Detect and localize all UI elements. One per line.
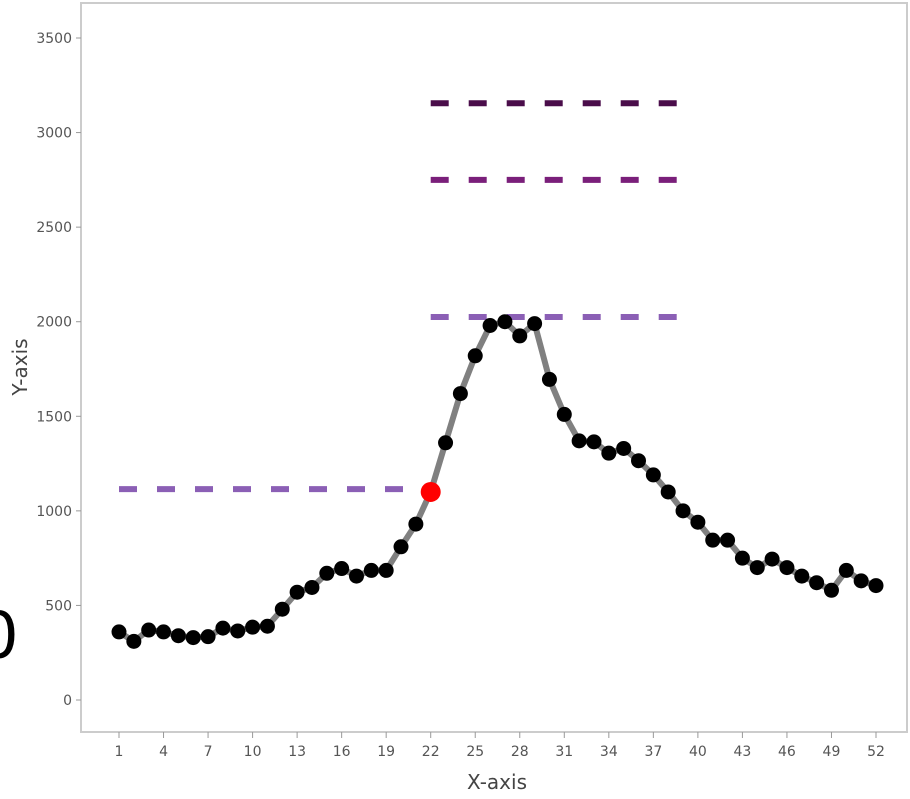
data-point: [734, 550, 750, 566]
x-axis: 1 4 7 10 13 16 19 22 25 28 31 34 37 40 43 46 49 52: [115, 732, 885, 760]
y-axis-title: Y-axis: [8, 338, 32, 396]
data-point: [378, 562, 394, 578]
data-point: [126, 633, 142, 649]
data-point: [660, 484, 676, 500]
y-tick-label: 3000: [36, 126, 72, 142]
data-point: [215, 620, 231, 636]
data-point: [586, 434, 602, 450]
data-point: [452, 386, 468, 402]
x-tick-label: 13: [288, 744, 306, 760]
x-tick-label: 49: [823, 744, 841, 760]
data-point: [393, 539, 409, 555]
data-point: [853, 573, 869, 589]
plot-frame: [80, 2, 908, 733]
x-tick-label: 19: [377, 744, 395, 760]
x-tick-label: 4: [159, 744, 168, 760]
x-tick-label: 37: [644, 744, 662, 760]
y-tick-label: 500: [45, 598, 72, 614]
data-point: [645, 467, 661, 483]
edge-glyph: 0: [0, 600, 19, 674]
data-point: [601, 445, 617, 461]
data-point: [467, 348, 483, 364]
data-point: [794, 568, 810, 584]
data-point: [823, 582, 839, 598]
data-point: [690, 514, 706, 530]
data-point: [497, 314, 513, 330]
data-point: [185, 630, 201, 646]
y-tick-label: 1000: [36, 504, 72, 520]
data-point: [156, 624, 172, 640]
data-point: [438, 435, 454, 451]
data-point: [779, 560, 795, 576]
x-tick-label: 7: [204, 744, 213, 760]
x-tick-label: 22: [422, 744, 440, 760]
data-point: [631, 453, 647, 469]
y-tick-label: 2500: [36, 220, 72, 236]
data-point: [749, 560, 765, 576]
series-line: [116, 318, 879, 645]
data-point: [230, 623, 246, 639]
data-point: [319, 565, 335, 581]
y-tick-label: 2000: [36, 315, 72, 331]
x-tick-label: 16: [333, 744, 351, 760]
data-point: [259, 618, 275, 634]
data-point: [571, 433, 587, 449]
data-point: [512, 328, 528, 344]
data-point: [289, 584, 305, 600]
data-point: [541, 371, 557, 387]
data-point: [200, 629, 216, 645]
data-point: [482, 317, 498, 333]
x-tick-label: 43: [733, 744, 751, 760]
data-point: [408, 516, 424, 532]
data-points: [111, 314, 884, 649]
y-tick-label: 3500: [36, 31, 72, 47]
data-point: [675, 503, 691, 519]
left-edge-glyphs: .0: [0, 600, 19, 674]
data-point: [838, 562, 854, 578]
data-point: [720, 532, 736, 548]
data-point: [809, 575, 825, 591]
x-tick-label: 40: [689, 744, 707, 760]
data-point: [764, 551, 780, 567]
x-tick-label: 46: [778, 744, 796, 760]
x-tick-label: 31: [555, 744, 573, 760]
y-axis: 0 500 1000 1500 2000 2500 3000 3500: [36, 31, 81, 709]
data-point: [556, 406, 572, 422]
data-point: [304, 579, 320, 595]
x-tick-label: 34: [600, 744, 618, 760]
y-tick-label: 0: [63, 693, 72, 709]
data-point: [348, 568, 364, 584]
reference-lines: [119, 100, 684, 493]
x-axis-title: X-axis: [467, 770, 527, 794]
data-point: [170, 628, 186, 644]
x-tick-label: 52: [867, 744, 885, 760]
data-point: [334, 561, 350, 577]
highlighted-point: [420, 481, 441, 502]
x-tick-label: 28: [511, 744, 529, 760]
data-point: [141, 622, 157, 638]
data-point: [363, 562, 379, 578]
data-point: [245, 619, 261, 635]
data-point: [527, 316, 543, 332]
x-tick-label: 10: [244, 744, 262, 760]
data-point: [616, 440, 632, 456]
data-point: [274, 601, 290, 617]
y-tick-label: 1500: [36, 409, 72, 425]
data-point: [111, 624, 127, 640]
x-tick-label: 1: [115, 744, 124, 760]
data-point: [705, 532, 721, 548]
data-point: [868, 578, 884, 594]
x-tick-label: 25: [466, 744, 484, 760]
